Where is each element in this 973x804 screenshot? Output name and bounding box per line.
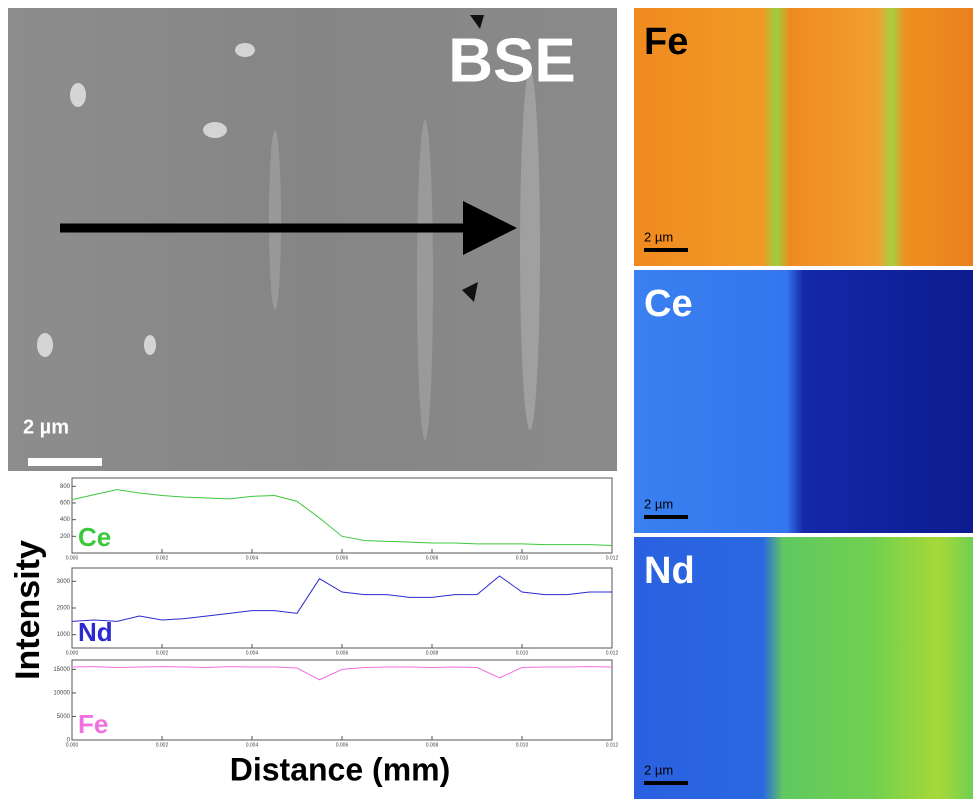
ce-map <box>634 270 973 533</box>
y-tick-label: 200 <box>60 534 71 540</box>
x-tick-label: 0.012 <box>606 555 619 561</box>
x-tick-label: 0.004 <box>246 555 259 561</box>
x-axis-label: Distance (mm) <box>230 751 451 787</box>
scan-line <box>71 575 612 622</box>
y-tick-label: 2000 <box>57 606 71 612</box>
map-scale-label: 2 µm <box>644 496 673 511</box>
scan-line <box>71 489 613 546</box>
scan-frame <box>71 477 613 554</box>
bse-label: BSE <box>448 26 575 95</box>
x-tick-label: 0.008 <box>426 742 439 748</box>
y-tick-label: 1000 <box>57 632 71 638</box>
x-tick-label: 0.004 <box>246 650 259 656</box>
x-tick-label: 0.000 <box>66 650 79 656</box>
x-tick-label: 0.008 <box>426 650 439 656</box>
scan-element-label: Nd <box>78 617 113 647</box>
map-scale-label: 2 µm <box>644 762 673 777</box>
map-scale-label: 2 µm <box>644 229 673 244</box>
y-tick-label: 800 <box>60 484 71 490</box>
y-axis-label: Intensity <box>9 540 47 680</box>
y-tick-label: 400 <box>60 517 71 523</box>
x-tick-label: 0.002 <box>156 555 169 561</box>
y-tick-label: 3000 <box>57 579 71 585</box>
x-tick-label: 0.008 <box>426 555 439 561</box>
x-tick-label: 0.000 <box>66 555 79 561</box>
bse-particles <box>37 43 540 440</box>
map-scale-bar <box>644 515 688 519</box>
x-tick-label: 0.006 <box>336 650 349 656</box>
y-tick-label: 600 <box>60 501 71 507</box>
map-element-label: Nd <box>644 550 695 592</box>
x-tick-label: 0.000 <box>66 742 79 748</box>
x-tick-label: 0.010 <box>516 650 529 656</box>
scan-frame <box>71 659 613 741</box>
x-tick-label: 0.012 <box>606 742 619 748</box>
x-tick-label: 0.010 <box>516 555 529 561</box>
scan-element-label: Ce <box>78 522 111 552</box>
scan-element-label: Fe <box>78 709 108 739</box>
x-tick-label: 0.004 <box>246 742 259 748</box>
map-scale-bar <box>644 248 688 252</box>
nd-map <box>634 537 973 799</box>
x-tick-label: 0.010 <box>516 742 529 748</box>
y-tick-label: 5000 <box>57 714 71 720</box>
map-element-label: Ce <box>644 283 693 325</box>
y-tick-label: 10000 <box>53 691 70 697</box>
x-tick-label: 0.006 <box>336 555 349 561</box>
scale-label: 2 µm <box>23 416 69 438</box>
x-tick-label: 0.002 <box>156 650 169 656</box>
x-tick-label: 0.012 <box>606 650 619 656</box>
map-element-label: Fe <box>644 21 688 63</box>
fe-map <box>634 8 973 266</box>
scan-frame <box>71 567 613 649</box>
y-tick-label: 15000 <box>53 667 70 673</box>
scan-line <box>71 666 613 681</box>
scale-bar <box>28 458 102 466</box>
x-tick-label: 0.002 <box>156 742 169 748</box>
x-tick-label: 0.006 <box>336 742 349 748</box>
map-scale-bar <box>644 781 688 785</box>
y-tick-label: 0 <box>67 738 71 744</box>
